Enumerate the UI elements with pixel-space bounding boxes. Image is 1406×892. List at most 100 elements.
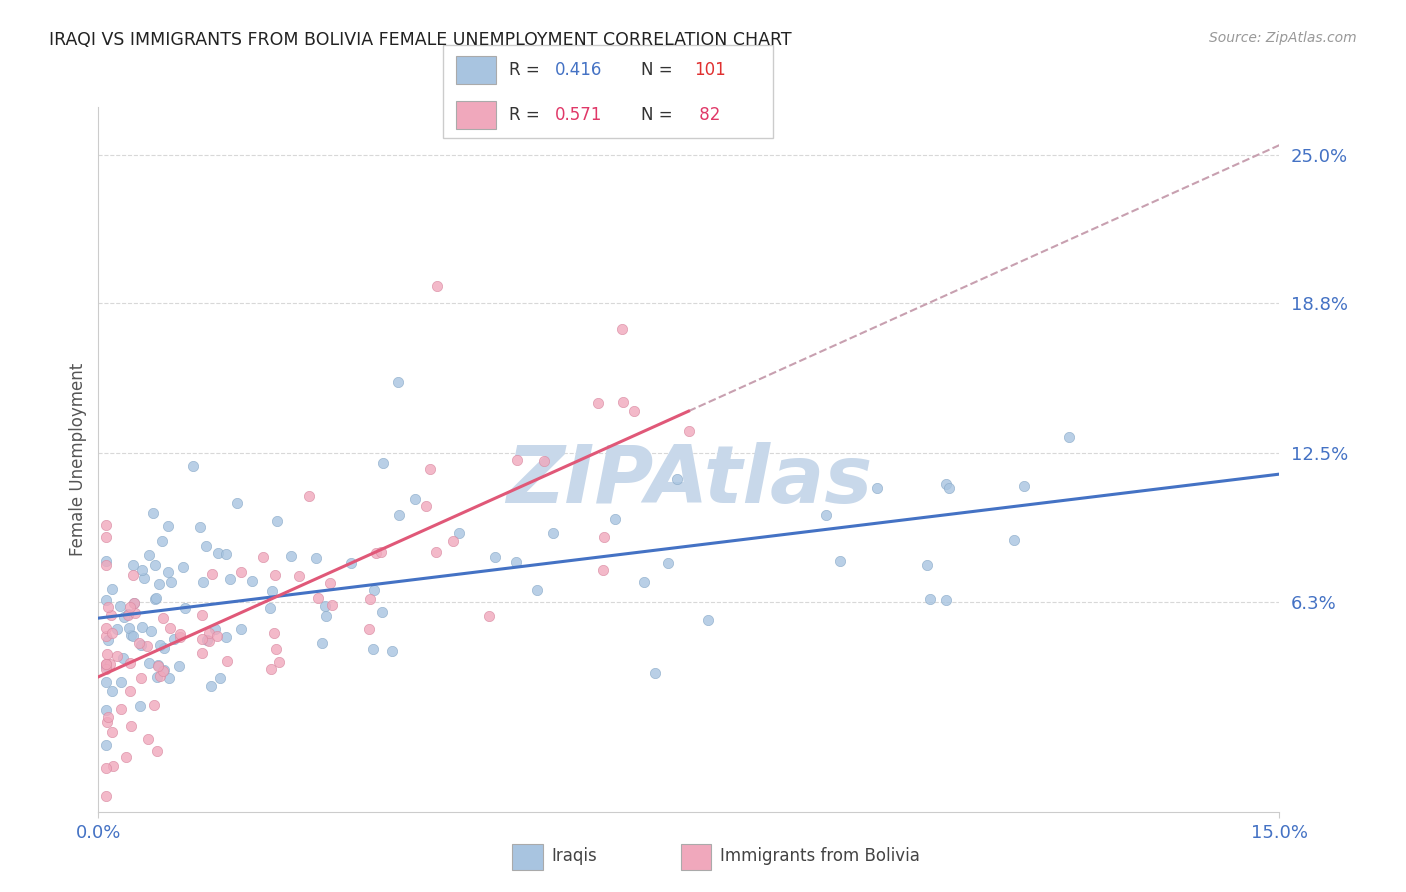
Point <box>97 633 120 648</box>
Point <box>252 549 274 564</box>
Point <box>96 662 118 676</box>
Point <box>605 512 627 526</box>
Point <box>96 739 118 753</box>
Point <box>101 625 124 640</box>
Point <box>157 519 180 533</box>
Point <box>122 597 145 611</box>
Point <box>108 599 131 614</box>
Point <box>138 732 160 747</box>
Point <box>149 638 172 652</box>
Point <box>1014 479 1036 493</box>
Point <box>118 599 141 614</box>
Point <box>633 574 655 589</box>
Point <box>359 592 381 607</box>
Point <box>592 563 614 577</box>
Point <box>146 744 169 758</box>
Point <box>200 679 222 693</box>
Point <box>426 279 449 293</box>
Point <box>138 548 160 562</box>
Point <box>505 555 527 569</box>
Point <box>191 632 214 646</box>
Point <box>191 646 214 660</box>
Point <box>370 544 392 558</box>
Point <box>298 489 321 503</box>
Text: R =: R = <box>509 61 546 78</box>
Point <box>1057 430 1080 444</box>
Point <box>96 715 118 730</box>
Point <box>1002 533 1025 547</box>
Point <box>145 591 167 605</box>
Point <box>101 683 124 698</box>
Point <box>96 530 118 544</box>
Point <box>128 699 150 714</box>
Bar <box>512 844 543 870</box>
Point <box>205 629 228 643</box>
Point <box>169 630 191 644</box>
Point <box>533 454 555 468</box>
Text: Iraqis: Iraqis <box>551 847 598 865</box>
Point <box>204 622 226 636</box>
Point <box>264 567 287 582</box>
Point <box>152 664 174 678</box>
Point <box>117 608 139 623</box>
Point <box>157 671 180 685</box>
Point <box>484 549 506 564</box>
Text: IRAQI VS IMMIGRANTS FROM BOLIVIA FEMALE UNEMPLOYMENT CORRELATION CHART: IRAQI VS IMMIGRANTS FROM BOLIVIA FEMALE … <box>49 31 792 49</box>
Point <box>153 664 176 678</box>
Point <box>149 669 172 683</box>
Point <box>225 496 247 510</box>
Text: N =: N = <box>641 106 678 124</box>
Point <box>373 456 395 470</box>
Point <box>112 610 135 624</box>
Point <box>935 593 957 607</box>
Point <box>96 674 118 689</box>
Point <box>122 597 145 611</box>
Point <box>215 547 238 561</box>
Point <box>96 592 118 607</box>
Point <box>143 698 166 712</box>
Text: 0.416: 0.416 <box>555 61 603 78</box>
Point <box>118 683 141 698</box>
Point <box>162 632 184 646</box>
Point <box>142 506 165 520</box>
Point <box>229 566 252 580</box>
Point <box>207 546 229 560</box>
Point <box>262 584 284 599</box>
Text: ZIPAtlas: ZIPAtlas <box>506 442 872 519</box>
Point <box>96 657 118 672</box>
Point <box>152 611 174 625</box>
Point <box>122 567 145 582</box>
Point <box>96 789 118 803</box>
Point <box>96 658 118 673</box>
Point <box>132 571 155 585</box>
Text: Source: ZipAtlas.com: Source: ZipAtlas.com <box>1209 31 1357 45</box>
Point <box>139 624 162 638</box>
Point <box>157 565 180 579</box>
Point <box>404 491 426 506</box>
Point <box>96 761 118 775</box>
FancyBboxPatch shape <box>443 45 773 138</box>
Point <box>131 671 153 685</box>
Point <box>915 558 938 572</box>
Point <box>131 620 153 634</box>
Point <box>143 591 166 606</box>
Point <box>146 669 169 683</box>
Point <box>263 626 285 640</box>
Point <box>866 481 889 495</box>
Point <box>110 702 132 716</box>
Point <box>815 508 838 523</box>
Bar <box>456 56 496 84</box>
Point <box>190 608 212 623</box>
Text: Immigrants from Bolivia: Immigrants from Bolivia <box>720 847 920 865</box>
Point <box>117 607 139 621</box>
Point <box>506 453 529 467</box>
Point <box>259 601 281 615</box>
Point <box>118 656 141 670</box>
Point <box>447 525 470 540</box>
Point <box>610 321 633 335</box>
Point <box>146 659 169 673</box>
Bar <box>456 101 496 129</box>
Point <box>370 605 392 619</box>
Point <box>174 600 197 615</box>
Point <box>314 599 336 613</box>
